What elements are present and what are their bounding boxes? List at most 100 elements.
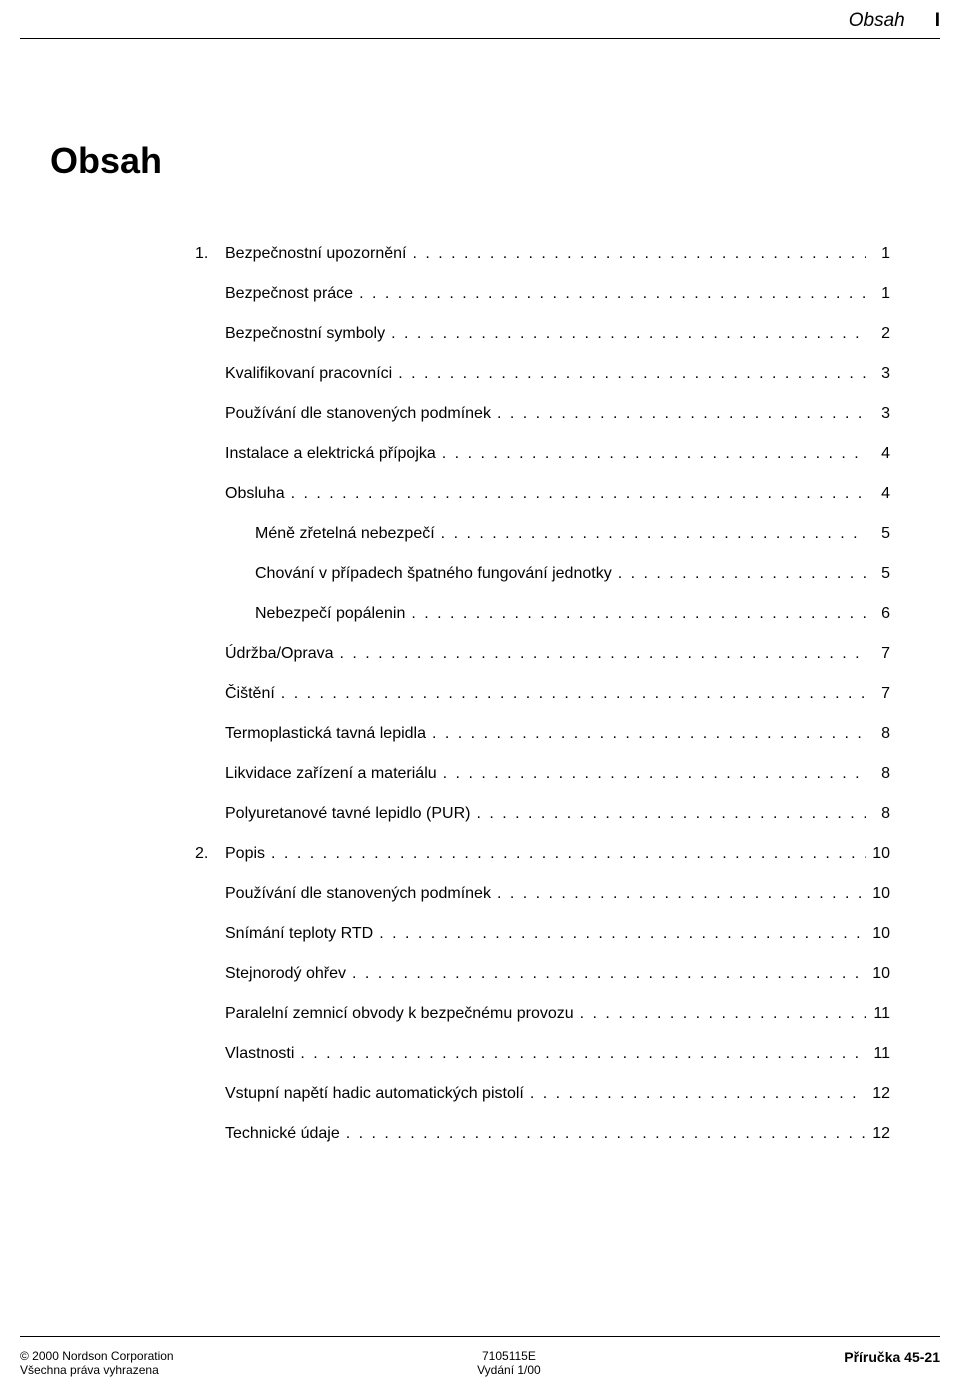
toc-leader: [340, 642, 867, 666]
toc-entry: Nebezpečí popálenin 6: [195, 602, 890, 626]
toc-page-number: 8: [866, 722, 890, 746]
toc-page-number: 4: [866, 482, 890, 506]
toc-entry: Bezpečnostní symboly 2: [195, 322, 890, 346]
toc-label: Likvidace zařízení a materiálu: [225, 762, 443, 786]
toc-label: Používání dle stanovených podmínek: [225, 402, 497, 426]
toc-leader: [412, 242, 866, 266]
toc-leader: [497, 882, 866, 906]
toc-label: Bezpečnostní symboly: [225, 322, 391, 346]
footer-rule: [20, 1336, 940, 1337]
toc-entry: Používání dle stanovených podmínek10: [195, 882, 890, 906]
footer-left: © 2000 Nordson Corporation Všechna práva…: [20, 1349, 174, 1377]
toc-label: Technické údaje: [225, 1122, 346, 1146]
toc-page-number: 10: [866, 842, 890, 866]
toc-page-number: 12: [866, 1082, 890, 1106]
toc-leader: [398, 362, 866, 386]
toc-entry: Chování v případech špatného fungování j…: [195, 562, 890, 586]
footer-manual-ref: Příručka 45-21: [844, 1349, 940, 1365]
toc-leader: [281, 682, 866, 706]
toc-entry: Kvalifikovaní pracovníci3: [195, 362, 890, 386]
toc-leader: [432, 722, 866, 746]
toc-leader: [580, 1002, 866, 1026]
toc-leader: [441, 522, 866, 546]
toc-page-number: 11: [866, 1042, 890, 1066]
toc-entry: 2.Popis10: [195, 842, 890, 866]
toc-leader: [391, 322, 866, 346]
toc-page-number: 8: [866, 762, 890, 786]
toc-leader: [352, 962, 866, 986]
toc-entry: Termoplastická tavná lepidla8: [195, 722, 890, 746]
toc-page-number: 6: [866, 602, 890, 626]
page-footer: © 2000 Nordson Corporation Všechna práva…: [20, 1349, 940, 1377]
header-page-number: I: [935, 10, 940, 32]
toc-leader: [411, 602, 866, 626]
toc-page-number: 5: [866, 522, 890, 546]
toc-entry: Bezpečnost práce 1: [195, 282, 890, 306]
toc-entry: Polyuretanové tavné lepidlo (PUR) 8: [195, 802, 890, 826]
toc-label: Méně zřetelná nebezpečí: [255, 522, 441, 546]
toc-entry: Údržba/Oprava 7: [195, 642, 890, 666]
toc-entry: Snímání teploty RTD 10: [195, 922, 890, 946]
toc-leader: [442, 442, 866, 466]
toc-entry: Likvidace zařízení a materiálu 8: [195, 762, 890, 786]
toc-leader: [497, 402, 866, 426]
toc-label: Bezpečnostní upozornění: [225, 242, 412, 266]
toc-page-number: 10: [866, 922, 890, 946]
toc-page-number: 11: [866, 1002, 890, 1026]
toc-entry: Vlastnosti 11: [195, 1042, 890, 1066]
toc-leader: [271, 842, 866, 866]
toc-label: Bezpečnost práce: [225, 282, 359, 306]
toc-entry: Obsluha 4: [195, 482, 890, 506]
toc-entry: Paralelní zemnicí obvody k bezpečnému pr…: [195, 1002, 890, 1026]
toc-label: Stejnorodý ohřev: [225, 962, 352, 986]
toc-label: Kvalifikovaní pracovníci: [225, 362, 398, 386]
toc-label: Polyuretanové tavné lepidlo (PUR): [225, 802, 476, 826]
toc-page-number: 8: [866, 802, 890, 826]
header-title: Obsah: [849, 10, 905, 32]
toc-label: Obsluha: [225, 482, 291, 506]
toc-page-number: 4: [866, 442, 890, 466]
toc-label: Paralelní zemnicí obvody k bezpečnému pr…: [225, 1002, 580, 1026]
toc-page-number: 7: [866, 642, 890, 666]
toc-leader: [379, 922, 866, 946]
toc-label: Používání dle stanovených podmínek: [225, 882, 497, 906]
toc-label: Chování v případech špatného fungování j…: [255, 562, 618, 586]
toc-page-number: 1: [866, 282, 890, 306]
toc-page-number: 12: [866, 1122, 890, 1146]
toc-entry: Vstupní napětí hadic automatických pisto…: [195, 1082, 890, 1106]
toc-entry: Instalace a elektrická přípojka 4: [195, 442, 890, 466]
toc-page-number: 5: [866, 562, 890, 586]
footer-edition: Vydání 1/00: [477, 1363, 541, 1377]
toc-page-number: 10: [866, 962, 890, 986]
toc-number: 1.: [195, 242, 225, 266]
header-rule: [20, 38, 940, 39]
page-header: Obsah I: [849, 10, 960, 32]
toc-leader: [346, 1122, 866, 1146]
toc-label: Nebezpečí popálenin: [255, 602, 411, 626]
toc-leader: [618, 562, 866, 586]
toc-page-number: 2: [866, 322, 890, 346]
toc-leader: [291, 482, 866, 506]
footer-center: 7105115E Vydání 1/00: [477, 1349, 541, 1377]
toc-label: Popis: [225, 842, 271, 866]
toc-entry: Čištění 7: [195, 682, 890, 706]
toc-entry: 1.Bezpečnostní upozornění1: [195, 242, 890, 266]
toc-label: Snímání teploty RTD: [225, 922, 379, 946]
toc-leader: [359, 282, 866, 306]
footer-copyright: © 2000 Nordson Corporation: [20, 1349, 174, 1363]
table-of-contents: 1.Bezpečnostní upozornění1Bezpečnost prá…: [195, 242, 890, 1146]
toc-label: Čištění: [225, 682, 281, 706]
footer-doc-number: 7105115E: [477, 1349, 541, 1363]
main-content: Obsah 1.Bezpečnostní upozornění1Bezpečno…: [50, 140, 890, 1162]
toc-entry: Méně zřetelná nebezpečí 5: [195, 522, 890, 546]
toc-label: Vstupní napětí hadic automatických pisto…: [225, 1082, 530, 1106]
toc-leader: [476, 802, 866, 826]
toc-entry: Technické údaje 12: [195, 1122, 890, 1146]
toc-label: Údržba/Oprava: [225, 642, 340, 666]
footer-right: Příručka 45-21: [844, 1349, 940, 1365]
toc-entry: Stejnorodý ohřev 10: [195, 962, 890, 986]
toc-leader: [443, 762, 866, 786]
toc-page-number: 7: [866, 682, 890, 706]
toc-label: Instalace a elektrická přípojka: [225, 442, 442, 466]
toc-label: Vlastnosti: [225, 1042, 300, 1066]
